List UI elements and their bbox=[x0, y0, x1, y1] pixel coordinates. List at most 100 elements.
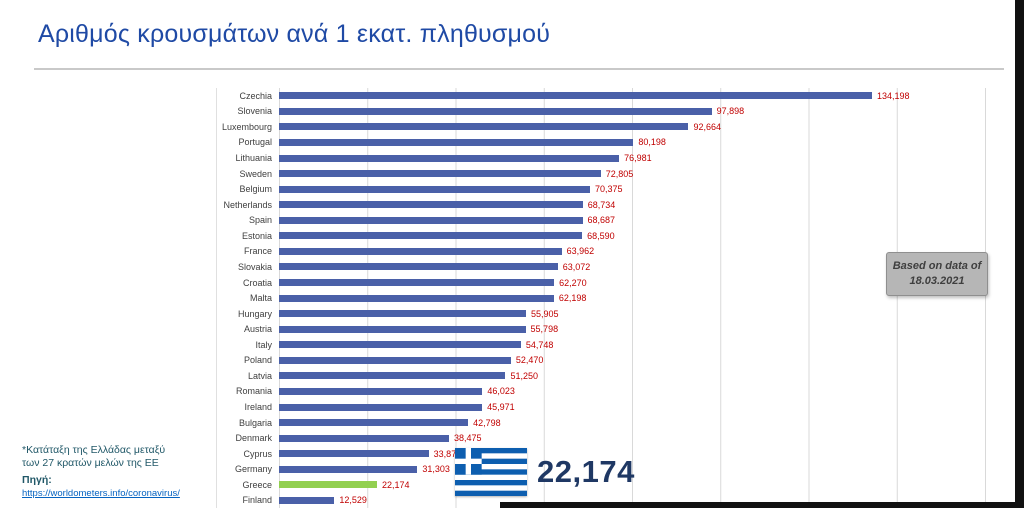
title-divider bbox=[34, 68, 1004, 70]
bar-finland bbox=[279, 496, 335, 504]
bar-track: 92,664 bbox=[279, 119, 986, 135]
bar-estonia bbox=[279, 232, 583, 240]
country-label: Belgium bbox=[239, 184, 272, 195]
chart-row: Croatia 62,270 bbox=[217, 275, 986, 291]
bar-slovakia bbox=[279, 263, 558, 271]
country-label: Malta bbox=[249, 293, 272, 304]
bar-sweden bbox=[279, 170, 601, 178]
chart-row: Romania 46,023 bbox=[217, 384, 986, 400]
bar-hungary bbox=[279, 310, 527, 318]
value-label: 80,198 bbox=[638, 137, 666, 148]
chart-row: Luxembourg 92,664 bbox=[217, 119, 986, 135]
chart-row: Estonia 68,590 bbox=[217, 228, 986, 244]
bar-cyprus bbox=[279, 450, 429, 458]
bar-track: 33,875 bbox=[279, 446, 986, 462]
footnote-line2: των 27 κρατών μελών της ΕΕ bbox=[22, 457, 159, 470]
bar-track: 62,270 bbox=[279, 275, 986, 291]
chart-row: France 63,962 bbox=[217, 244, 986, 260]
bar-track: 51,250 bbox=[279, 368, 986, 384]
bar-italy bbox=[279, 341, 521, 349]
bar-track: 55,905 bbox=[279, 306, 986, 322]
bar-track: 52,470 bbox=[279, 353, 986, 369]
country-label: Cyprus bbox=[243, 448, 272, 459]
country-label: Latvia bbox=[247, 370, 272, 381]
chart-row: Finland 12,529 bbox=[217, 493, 986, 508]
bar-portugal bbox=[279, 138, 634, 146]
bar-track: 63,962 bbox=[279, 244, 986, 260]
country-label: Romania bbox=[235, 386, 272, 397]
bar-croatia bbox=[279, 279, 555, 287]
country-label: Ireland bbox=[244, 402, 272, 413]
value-label: 42,798 bbox=[473, 417, 501, 428]
chart-row: Malta 62,198 bbox=[217, 290, 986, 306]
chart-row: Ireland 45,971 bbox=[217, 399, 986, 415]
bar-austria bbox=[279, 325, 526, 333]
value-label: 22,174 bbox=[381, 479, 410, 490]
country-label: Slovenia bbox=[237, 106, 272, 117]
greece-callout: 22,174 bbox=[455, 448, 635, 496]
country-label: France bbox=[243, 246, 272, 257]
bar-greece bbox=[279, 481, 377, 489]
bar-track: 76,981 bbox=[279, 150, 986, 166]
country-label: Germany bbox=[234, 464, 272, 475]
bar-track: 42,798 bbox=[279, 415, 986, 431]
chart-row: Portugal 80,198 bbox=[217, 135, 986, 151]
value-label: 52,470 bbox=[515, 355, 544, 366]
country-label: Croatia bbox=[242, 277, 272, 288]
bar-track: 45,971 bbox=[279, 399, 986, 415]
chart-row: Greece 22,174 bbox=[217, 477, 986, 493]
bar-track: 97,898 bbox=[279, 104, 986, 120]
value-label: 55,798 bbox=[530, 324, 559, 335]
value-label: 76,981 bbox=[624, 153, 652, 164]
value-label: 62,198 bbox=[558, 293, 587, 304]
value-label: 62,270 bbox=[559, 277, 587, 288]
bar-belgium bbox=[279, 185, 590, 193]
bar-chart: Czechia 134,198 Slovenia 97,898 Luxembourg 92… bbox=[216, 88, 986, 508]
bar-luxembourg bbox=[279, 123, 689, 131]
chart-row: Slovenia 97,898 bbox=[217, 104, 986, 120]
value-label: 97,898 bbox=[716, 106, 745, 117]
country-label: Netherlands bbox=[223, 199, 272, 210]
footnote: *Κατάταξη της Ελλάδας μεταξύ των 27 κρατ… bbox=[22, 444, 180, 501]
country-label: Greece bbox=[242, 479, 272, 490]
chart-row: Spain 68,687 bbox=[217, 213, 986, 229]
value-label: 134,198 bbox=[876, 90, 910, 101]
bar-track: 63,072 bbox=[279, 259, 986, 275]
greece-value-big: 22,174 bbox=[537, 454, 635, 489]
country-label: Finland bbox=[242, 495, 272, 506]
note-line1: Based on data of bbox=[892, 260, 982, 272]
bar-track: 54,748 bbox=[279, 337, 986, 353]
value-label: 68,590 bbox=[587, 230, 615, 241]
chart-rows: Czechia 134,198 Slovenia 97,898 Luxembourg 92… bbox=[217, 88, 986, 508]
bar-track: 55,798 bbox=[279, 321, 986, 337]
value-label: 33,875 bbox=[433, 448, 462, 459]
country-label: Estonia bbox=[241, 230, 272, 241]
country-label: Italy bbox=[255, 339, 272, 350]
value-label: 63,072 bbox=[562, 261, 591, 272]
source-link[interactable]: https://worldometers.info/coronavirus/ bbox=[22, 488, 180, 500]
value-label: 51,250 bbox=[510, 370, 538, 381]
bar-track: 80,198 bbox=[279, 135, 986, 151]
bar-track: 134,198 bbox=[279, 88, 986, 104]
country-label: Lithuania bbox=[235, 153, 272, 164]
bar-denmark bbox=[279, 434, 449, 442]
chart-row: Italy 54,748 bbox=[217, 337, 986, 353]
value-label: 38,475 bbox=[454, 433, 482, 444]
bar-track: 68,590 bbox=[279, 228, 986, 244]
bar-germany bbox=[279, 465, 418, 473]
bar-slovenia bbox=[279, 107, 712, 115]
bar-netherlands bbox=[279, 201, 583, 209]
country-label: Poland bbox=[243, 355, 272, 366]
note-line2: 18.03.2021 bbox=[909, 274, 965, 287]
chart-row: Latvia 51,250 bbox=[217, 368, 986, 384]
country-label: Austria bbox=[243, 324, 272, 335]
bar-track: 12,529 bbox=[279, 493, 986, 508]
chart-row: Bulgaria 42,798 bbox=[217, 415, 986, 431]
bar-czechia bbox=[279, 92, 872, 100]
chart-row: Germany 31,303 bbox=[217, 462, 986, 478]
country-label: Sweden bbox=[239, 168, 272, 179]
bar-france bbox=[279, 247, 562, 255]
bar-track: 38,475 bbox=[279, 430, 986, 446]
data-date-note: Based on data of 18.03.2021 bbox=[886, 252, 988, 296]
